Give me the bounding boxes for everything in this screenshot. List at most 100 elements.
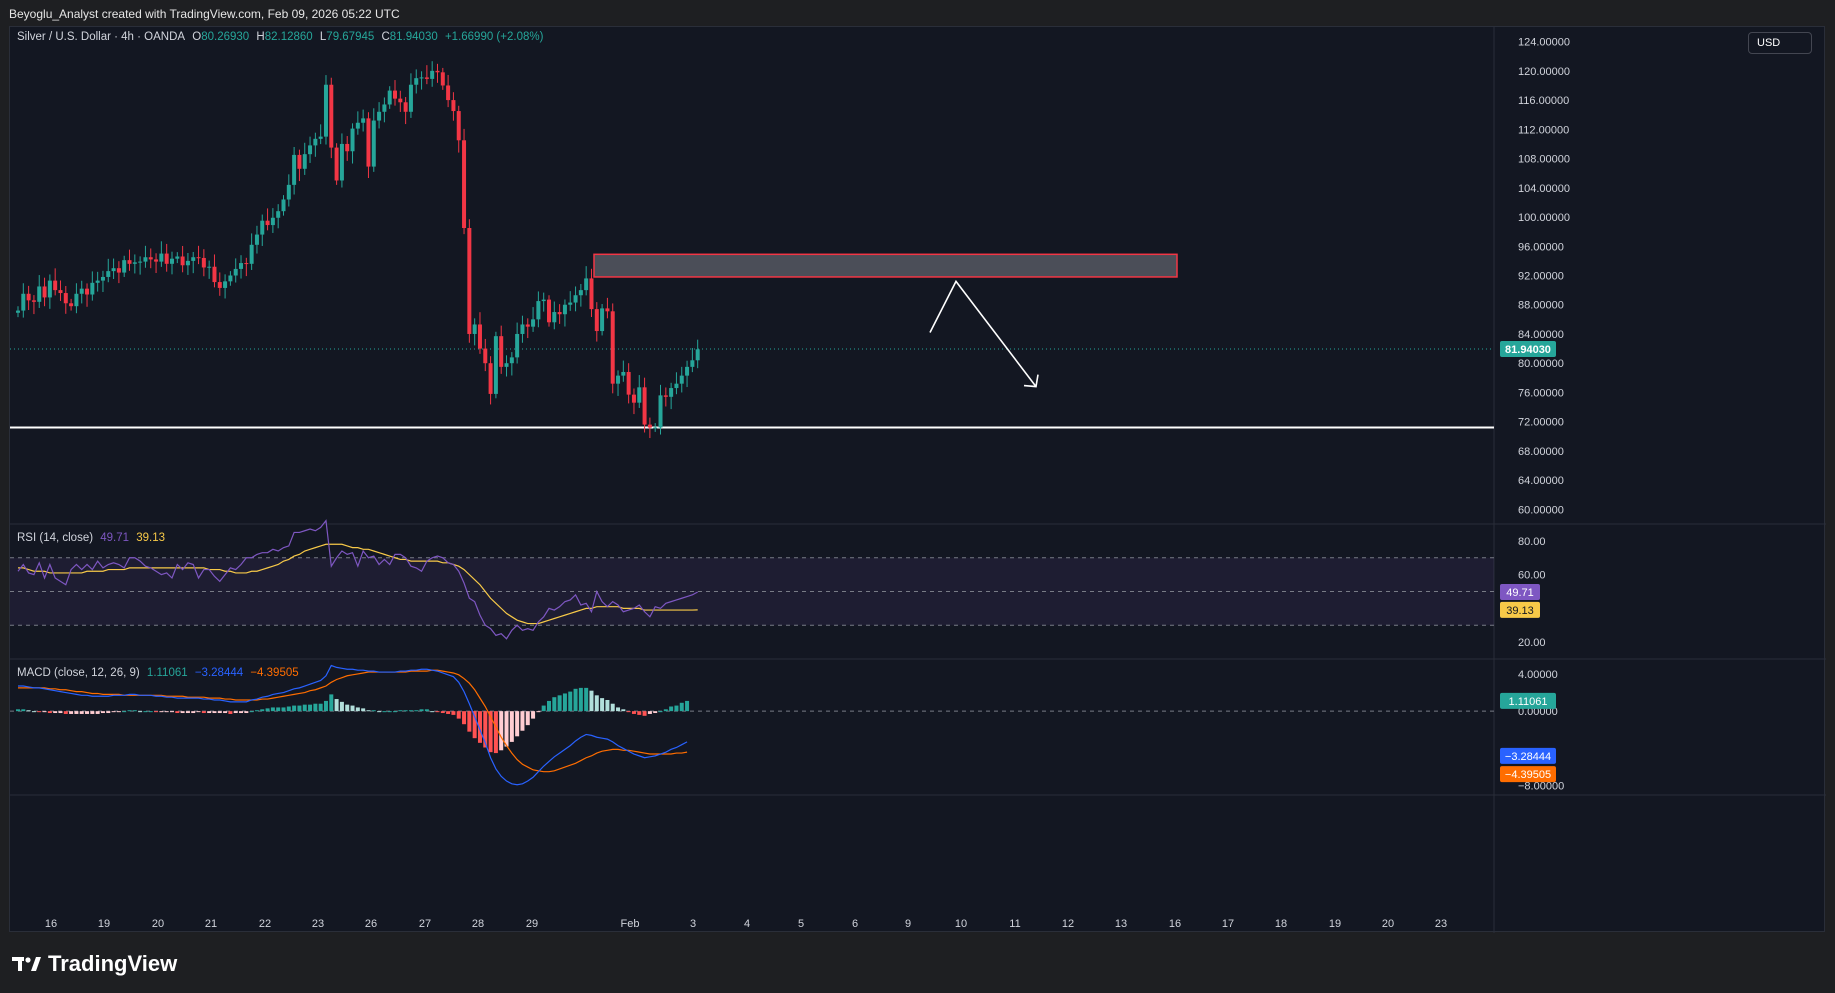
- candle-body: [440, 72, 445, 86]
- macd-histogram-bar: [663, 709, 668, 712]
- candle-body: [387, 90, 392, 105]
- symbol-title: Silver / U.S. Dollar · 4h · OANDA: [17, 31, 186, 43]
- currency-button[interactable]: USD: [1748, 32, 1812, 54]
- macd-histogram-bar: [318, 703, 323, 712]
- macd-histogram-bar: [244, 711, 249, 714]
- macd-histogram-bar: [355, 707, 360, 712]
- macd-histogram-bar: [387, 711, 392, 713]
- chart-frame[interactable]: 124.00000 120.00000 116.00000 112.00000 108.…: [9, 26, 1826, 933]
- last-price-label: 81.94030: [1505, 344, 1551, 356]
- time-tick-label: 4: [744, 918, 750, 930]
- macd-histogram-bar: [313, 703, 318, 712]
- macd-histogram-bar: [520, 711, 525, 731]
- candle-body: [637, 387, 642, 403]
- macd-histogram-bar: [265, 708, 270, 712]
- tradingview-logo[interactable]: TradingView: [12, 951, 177, 977]
- time-tick-label: 29: [526, 918, 538, 930]
- macd-histogram-bar: [414, 710, 419, 712]
- macd-histogram-bar: [616, 707, 621, 712]
- macd-histogram-bar: [196, 711, 201, 713]
- candle-body: [573, 295, 578, 303]
- time-tick-label: 21: [205, 918, 217, 930]
- macd-histogram-bar: [536, 711, 541, 713]
- macd-histogram-bar: [148, 711, 153, 713]
- macd-histogram-bar: [621, 709, 626, 712]
- macd-histogram-bar: [350, 705, 355, 712]
- macd-histogram-bar: [21, 709, 26, 712]
- time-tick-label: 22: [259, 918, 271, 930]
- price-tick-label: 68.00000: [1518, 446, 1564, 458]
- candle-body: [541, 299, 546, 302]
- macd-histogram-bar: [467, 711, 472, 732]
- candle-body: [233, 268, 238, 276]
- macd-histogram-bar: [568, 691, 573, 712]
- candle-body: [116, 268, 121, 273]
- change-value: +1.66990 (+2.08%): [444, 31, 544, 43]
- macd-histogram-bar: [658, 711, 663, 713]
- candle-body: [207, 266, 212, 268]
- candle-body: [164, 253, 169, 264]
- macd-line-value: −3.28444: [194, 667, 244, 679]
- candle-body: [393, 90, 398, 99]
- macd-histogram-bar: [600, 698, 605, 712]
- candle-body: [31, 300, 36, 302]
- chart-canvas[interactable]: 124.00000120.00000116.00000112.00000108.…: [10, 27, 1826, 933]
- time-tick-label: 19: [1329, 918, 1341, 930]
- candle-body: [74, 293, 79, 307]
- candle-body: [653, 427, 658, 429]
- candle-body: [462, 140, 467, 228]
- macd-histogram-bar: [175, 711, 180, 714]
- candle-body: [515, 333, 520, 358]
- macd-histogram-bar: [631, 711, 636, 714]
- rsi-ma-tag-bg: [1500, 601, 1540, 618]
- macd-legend[interactable]: MACD (close, 12, 26, 9) 1.11061 −3.28444…: [17, 667, 303, 679]
- macd-histogram-bar: [488, 711, 493, 753]
- macd-histogram-bar: [53, 711, 58, 714]
- macd-histogram-bar: [159, 711, 164, 713]
- close-label: C: [381, 31, 390, 43]
- rsi-band: [10, 557, 1494, 626]
- macd-histogram-bar: [74, 711, 79, 714]
- candle-body: [589, 278, 594, 310]
- macd-histogram-bar: [589, 690, 594, 712]
- candle-body: [106, 271, 111, 277]
- time-tick-label: 12: [1062, 918, 1074, 930]
- macd-histogram-bar: [180, 711, 185, 714]
- candle-body: [42, 286, 47, 298]
- candle-body: [127, 260, 132, 264]
- candle-body: [148, 257, 153, 260]
- price-tick-label: 88.00000: [1518, 300, 1564, 312]
- macd-histogram-bar: [430, 711, 435, 713]
- open-label: O: [192, 31, 202, 43]
- macd-histogram-bar: [323, 700, 328, 712]
- candle-body: [265, 220, 270, 226]
- price-tick-label: 72.00000: [1518, 417, 1564, 429]
- candle-body: [616, 375, 621, 384]
- rsi-tick-label: 60.00: [1518, 570, 1546, 582]
- brand-name: TradingView: [48, 951, 178, 976]
- macd-histogram-bar: [201, 711, 206, 714]
- rsi-legend[interactable]: RSI (14, close) 49.71 39.13: [17, 532, 169, 544]
- candle-body: [286, 184, 291, 200]
- candle-body: [21, 293, 26, 311]
- credit-text: Beyoglu_Analyst created with TradingView…: [9, 7, 400, 21]
- signal-value: −4.39505: [250, 667, 299, 679]
- last-price-label-bg: [1500, 341, 1556, 358]
- macd-histogram-bar: [637, 711, 642, 715]
- time-tick-label: 10: [955, 918, 967, 930]
- candle-body: [313, 138, 318, 146]
- macd-histogram-bar: [446, 711, 451, 714]
- candle-body: [472, 324, 477, 334]
- macd-histogram-bar: [292, 705, 297, 712]
- macd-histogram-bar: [531, 711, 536, 719]
- candle-body: [695, 349, 700, 361]
- candle-body: [201, 257, 206, 268]
- macd-histogram-bar: [31, 711, 36, 713]
- macd-histogram-bar: [111, 711, 116, 713]
- candle-body: [95, 280, 100, 283]
- candle-body: [228, 275, 233, 282]
- candle-body: [63, 293, 68, 304]
- candle-body: [345, 143, 350, 152]
- macd-histogram-bar: [116, 711, 121, 713]
- candle-body: [361, 118, 366, 123]
